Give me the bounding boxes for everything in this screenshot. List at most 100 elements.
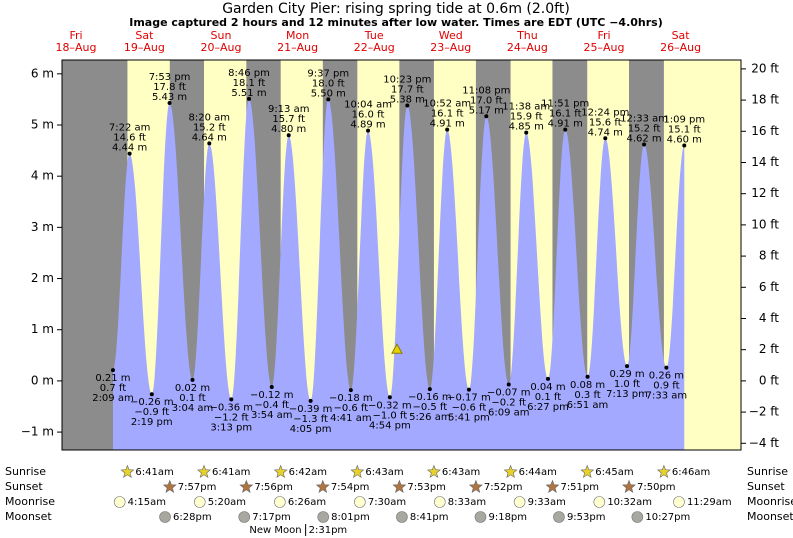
tide-point [167, 100, 172, 105]
day-date: 25–Aug [584, 41, 625, 54]
tide-point [563, 127, 568, 132]
day-date: 26–Aug [660, 41, 701, 54]
astro-time: 10:27pm [645, 512, 690, 523]
tide-label: 5.38 m [390, 95, 425, 106]
tide-feet: 16.1 ft [431, 109, 464, 120]
tide-point [207, 141, 212, 146]
astro-icon [120, 464, 135, 478]
tide-feet: −1.0 ft [372, 410, 407, 421]
astro-icon [553, 511, 565, 523]
row-label: Sunrise [747, 465, 788, 478]
astro-time: 8:41pm [410, 512, 449, 523]
y2-tick-label: 18 ft [751, 93, 779, 107]
astro-time: 10:32am [607, 497, 652, 508]
astro-time: 9:33am [528, 497, 566, 508]
tide-feet: 15.6 ft [589, 117, 622, 128]
astro-time: 6:26am [288, 497, 326, 508]
astro-icon [503, 464, 518, 478]
y-tick-label: 3 m [31, 220, 54, 234]
tide-feet: −0.4 ft [254, 400, 289, 411]
astro-time: 8:01pm [331, 512, 370, 523]
y2-tick-label: 8 ft [759, 249, 779, 263]
day-name: Mon [286, 29, 309, 42]
astro-icon [631, 511, 644, 523]
astro-time: 7:17pm [252, 512, 291, 523]
tide-label: 0.08 m [570, 380, 605, 391]
tide-point [445, 127, 450, 132]
astro-icon [513, 496, 526, 508]
day-date: 21–Aug [277, 41, 318, 54]
y2-tick-label: 14 ft [751, 155, 779, 169]
plot-frame [61, 59, 742, 451]
y2-tick-label: 4 ft [759, 311, 779, 325]
tide-point [664, 365, 669, 370]
tide-time: 6:09 am [488, 407, 530, 418]
tide-point [127, 151, 132, 156]
tide-feet: −0.2 ft [491, 397, 526, 408]
tide-feet: −1.2 ft [214, 412, 249, 423]
tide-feet: 14.6 ft [113, 133, 146, 144]
tide-area [112, 98, 685, 451]
tide-label: 4.74 m [588, 127, 623, 138]
tide-point [545, 376, 550, 381]
astro-time: 6:44am [519, 467, 557, 478]
astro-icon [474, 511, 487, 523]
tide-point [348, 388, 353, 393]
tide-label: −0.18 m [329, 393, 373, 404]
day-date: 24–Aug [507, 41, 548, 54]
tide-time: 3:04 am [172, 403, 214, 414]
day-name: Tue [364, 29, 384, 42]
tide-point [149, 392, 154, 397]
tide-feet: 0.7 ft [100, 383, 126, 394]
tide-feet: 17.0 ft [470, 95, 503, 106]
tide-time: 8:46 pm [228, 68, 270, 79]
chart-subtitle: Image captured 2 hours and 12 minutes af… [129, 16, 662, 29]
tide-point [190, 377, 195, 382]
tide-feet: 16.1 ft [549, 109, 582, 120]
tide-label: 4.44 m [112, 143, 147, 154]
astro-icon [315, 479, 330, 493]
astro-time: 7:50pm [637, 482, 676, 493]
astro-icon [197, 464, 211, 478]
astro-icon [354, 496, 366, 508]
tide-time: 1:09 pm [663, 114, 705, 125]
tide-time: 2:09 am [92, 393, 134, 404]
tide-time: 11:08 pm [462, 85, 510, 96]
tide-feet: 15.2 ft [628, 123, 661, 134]
tide-point [387, 395, 392, 400]
tide-label: 5.50 m [311, 88, 346, 99]
tide-feet: 18.0 ft [312, 78, 345, 89]
astro-time: 6:43am [442, 467, 480, 478]
astro-icon [162, 479, 177, 493]
tide-label: 0.21 m [95, 373, 130, 384]
tide-label: 0.29 m [609, 369, 644, 380]
tide-feet: −0.9 ft [134, 407, 169, 418]
tide-time: 4:05 pm [290, 424, 332, 435]
tide-label: 5.51 m [231, 88, 266, 99]
tide-label: 0.26 m [649, 371, 684, 382]
astro-icon [274, 496, 286, 508]
day-name: Sun [211, 29, 232, 42]
day-date: 19–Aug [124, 41, 165, 54]
astro-icon [545, 479, 560, 493]
tide-time: 11:38 am [502, 102, 550, 113]
astro-time: 9:53pm [567, 512, 606, 523]
y2-tick-label: 0 ft [759, 373, 779, 387]
y2-tick-label: −2 ft [749, 405, 780, 419]
astro-icon [622, 479, 636, 493]
tide-point [308, 398, 313, 403]
tide-time: 7:13 pm [606, 389, 648, 400]
tide-time: 4:54 pm [369, 420, 411, 431]
tide-time: 7:22 am [109, 123, 151, 134]
chart-title: Garden City Pier: rising spring tide at … [222, 1, 570, 17]
astro-time: 7:54pm [331, 482, 370, 493]
day-name: Sat [135, 29, 154, 42]
tide-feet: 16.0 ft [352, 110, 385, 121]
tide-time: 12:33 am [620, 113, 668, 124]
tide-point [229, 397, 234, 402]
tide-point [625, 364, 630, 369]
tide-label: 4.89 m [350, 120, 385, 131]
astro-icon [396, 511, 408, 523]
tide-time: 10:52 am [423, 99, 471, 110]
tide-label: −0.36 m [209, 402, 253, 413]
